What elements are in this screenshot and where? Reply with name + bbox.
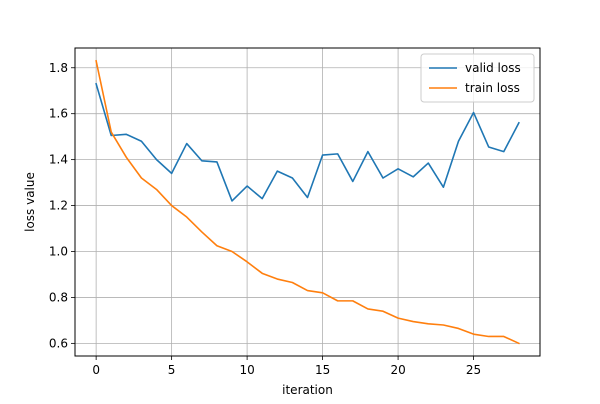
x-tick-label: 20 <box>390 363 405 377</box>
legend-label: valid loss <box>465 61 521 75</box>
x-tick-label: 5 <box>168 363 176 377</box>
x-tick-label: 10 <box>239 363 254 377</box>
legend-label: train loss <box>465 81 520 95</box>
series-lines <box>95 59 520 345</box>
y-tick-label: 1.4 <box>49 153 68 167</box>
legend: valid loss train loss <box>420 53 535 103</box>
x-tick-label: 0 <box>92 363 100 377</box>
y-tick-label: 1.8 <box>49 61 68 75</box>
y-tick-label: 1.2 <box>49 199 68 213</box>
x-tick-label: 25 <box>466 363 481 377</box>
x-axis-label: iteration <box>282 383 333 397</box>
y-tick-label: 1.0 <box>49 244 68 258</box>
x-tick-label: 15 <box>315 363 330 377</box>
series-line-train-loss <box>95 59 520 345</box>
plot-frame <box>74 47 541 357</box>
y-tick-label: 1.6 <box>49 107 68 121</box>
y-axis-label: loss value <box>23 172 37 232</box>
series-line-valid-loss <box>95 82 520 202</box>
y-tick-label: 0.6 <box>49 336 68 350</box>
legend-box <box>420 53 535 103</box>
axis-ticks: 0 5 10 15 20 25 0.6 0.8 1.0 1.2 1.4 1.6 1.8 <box>49 61 481 377</box>
y-tick-label: 0.8 <box>49 290 68 304</box>
